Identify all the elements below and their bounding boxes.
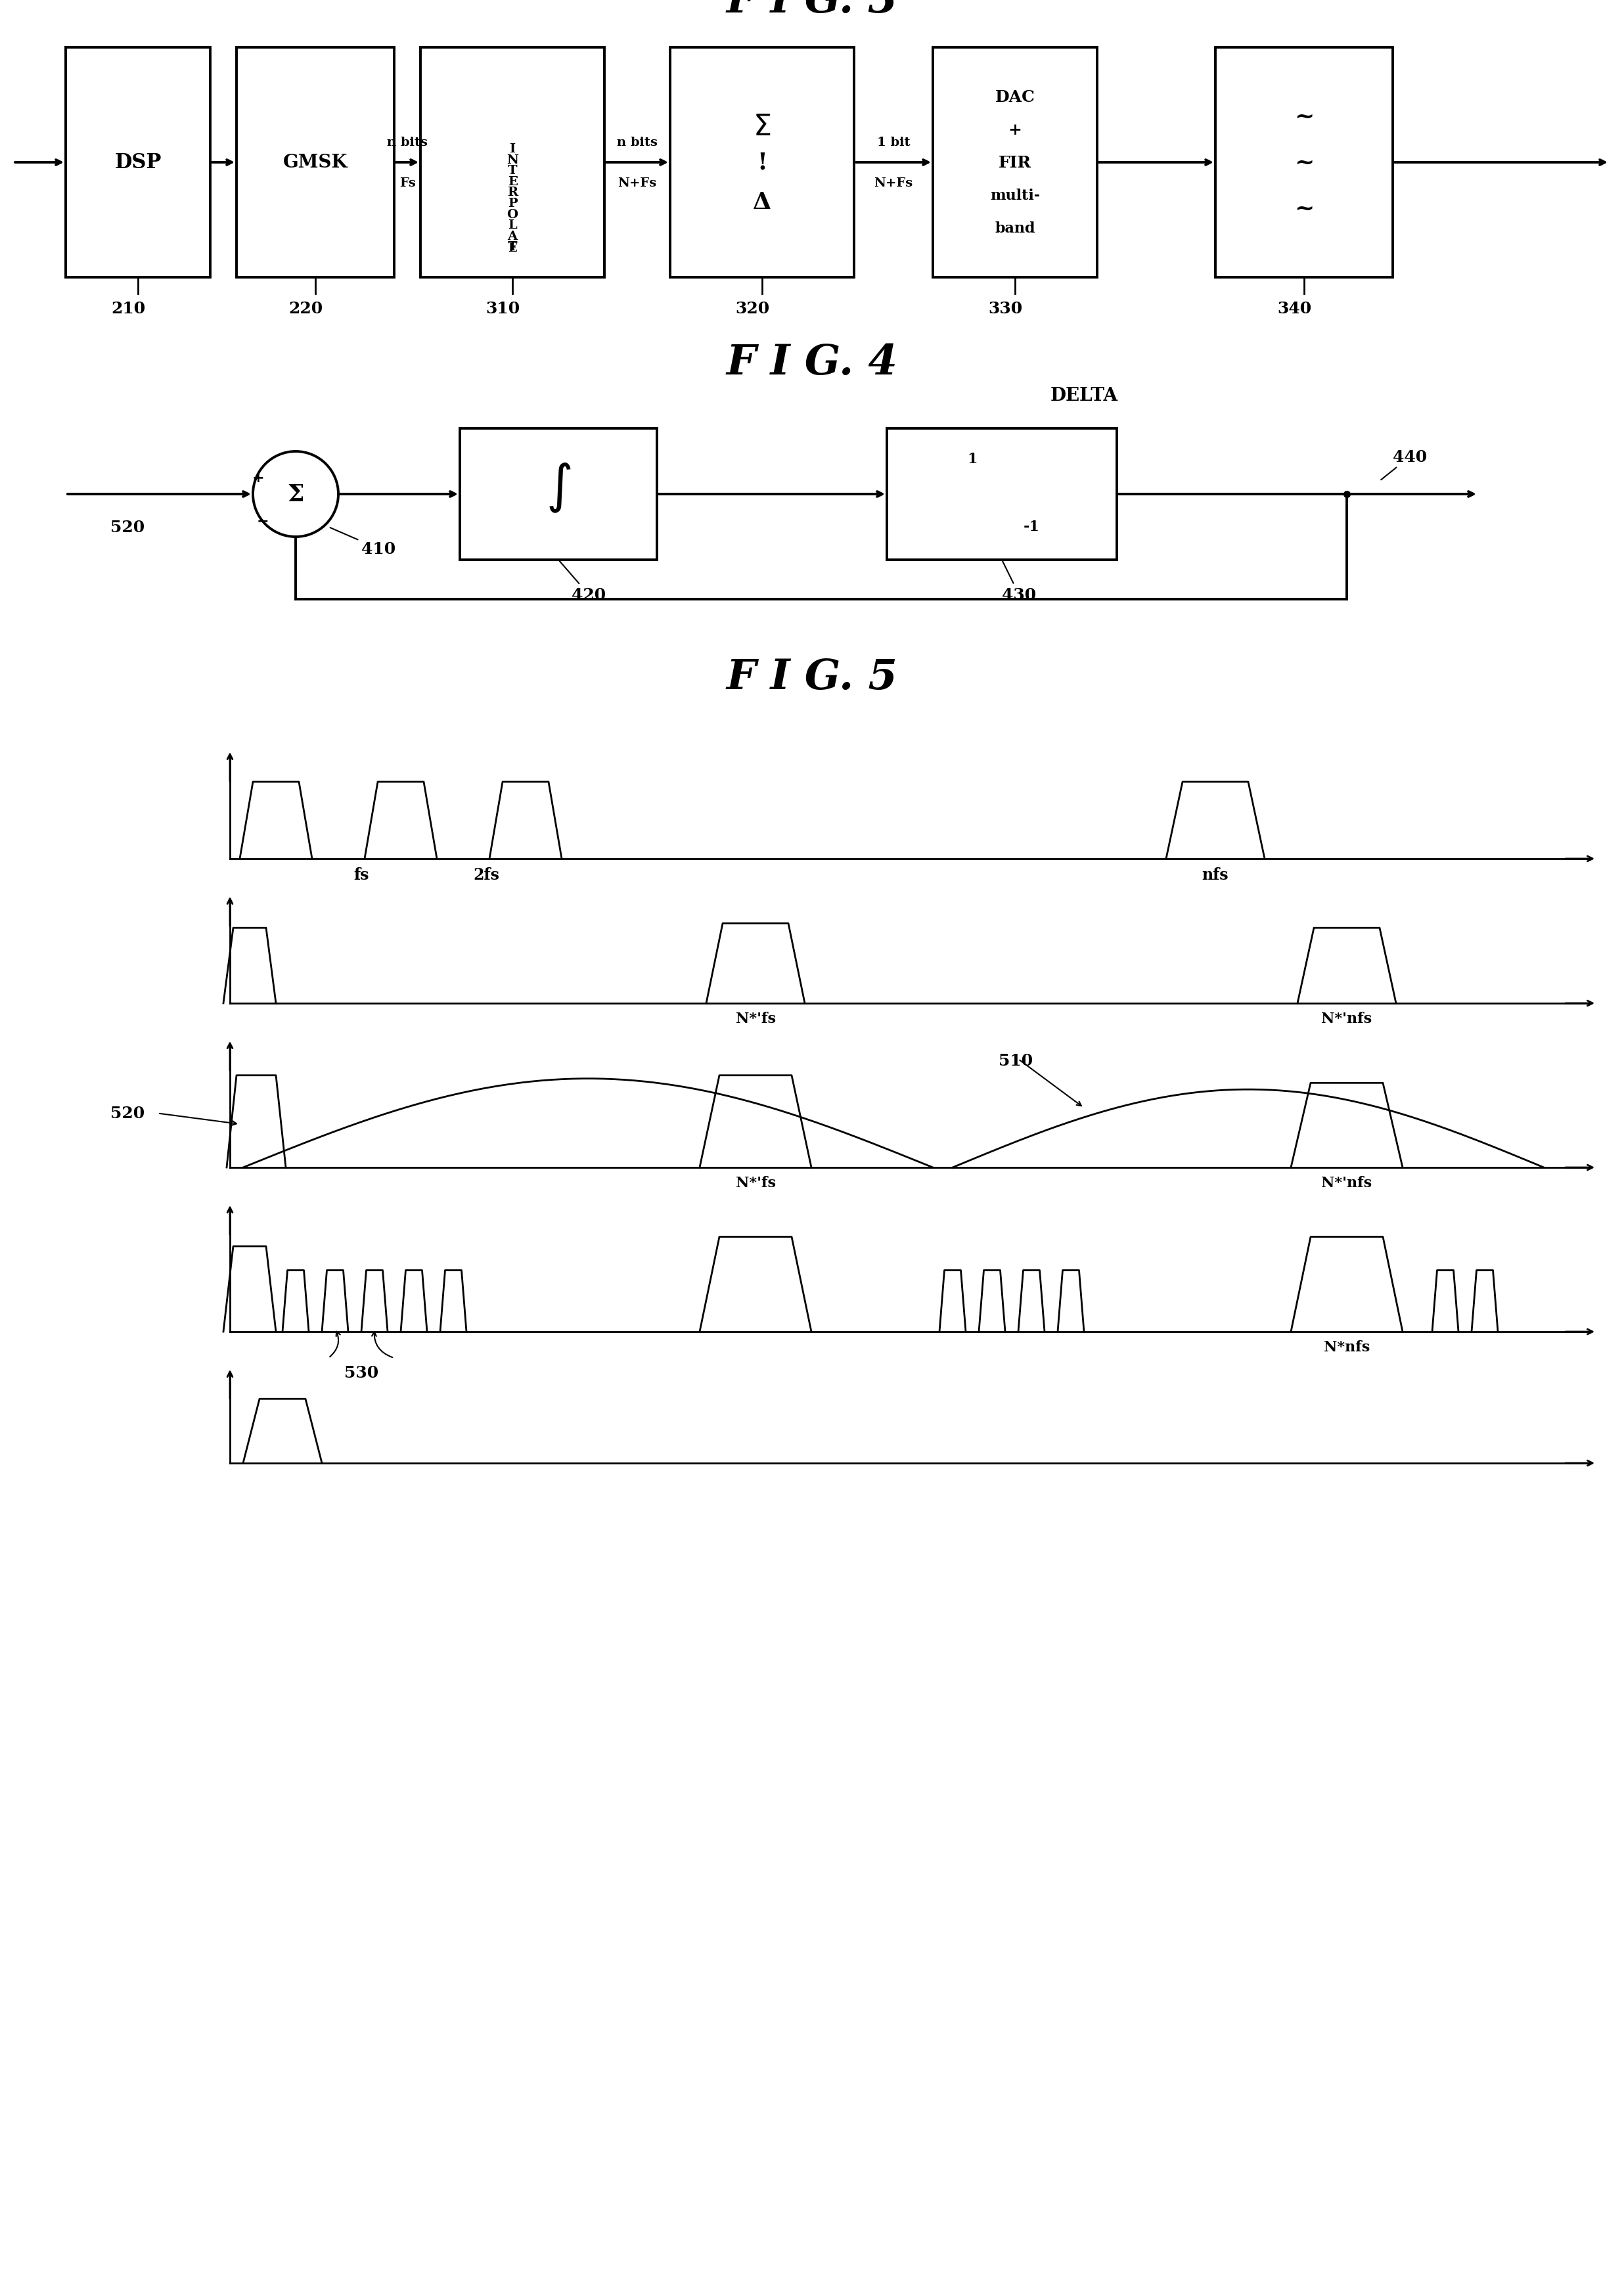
Text: N*'nfs: N*'nfs (1322, 1010, 1372, 1026)
FancyBboxPatch shape (65, 48, 209, 278)
Text: 2fs: 2fs (473, 867, 499, 883)
Text: DSP: DSP (115, 153, 161, 173)
Text: 530: 530 (344, 1364, 378, 1380)
Text: ~: ~ (1294, 153, 1314, 173)
Text: 330: 330 (987, 301, 1021, 317)
FancyBboxPatch shape (421, 48, 604, 278)
Text: 520: 520 (110, 1106, 145, 1122)
Text: 320: 320 (736, 301, 770, 317)
Text: $\Sigma$: $\Sigma$ (754, 112, 771, 141)
FancyBboxPatch shape (460, 429, 658, 561)
Text: 1: 1 (968, 452, 978, 465)
Text: 340: 340 (1276, 301, 1311, 317)
Text: fs: fs (354, 867, 369, 883)
Text: 410: 410 (330, 529, 396, 557)
Text: F I G. 3: F I G. 3 (726, 0, 898, 23)
Text: 430: 430 (1002, 561, 1036, 602)
Text: n bits: n bits (387, 137, 427, 148)
Text: $\int$: $\int$ (546, 461, 572, 516)
Text: N+Fs: N+Fs (617, 178, 656, 189)
Text: 440: 440 (1380, 449, 1427, 481)
Text: N*nfs: N*nfs (1324, 1339, 1369, 1355)
Text: n bits: n bits (617, 137, 658, 148)
FancyBboxPatch shape (887, 429, 1117, 561)
Text: 310: 310 (486, 301, 520, 317)
FancyBboxPatch shape (237, 48, 395, 278)
FancyArrowPatch shape (330, 1332, 339, 1357)
Text: !: ! (757, 153, 767, 173)
Text: N*'nfs: N*'nfs (1322, 1175, 1372, 1191)
FancyBboxPatch shape (671, 48, 854, 278)
Text: +: + (252, 472, 265, 484)
Text: +: + (1009, 123, 1021, 137)
FancyBboxPatch shape (932, 48, 1098, 278)
Text: GMSK: GMSK (283, 155, 348, 171)
Text: DAC: DAC (996, 89, 1034, 105)
FancyArrowPatch shape (372, 1332, 393, 1357)
Text: 220: 220 (289, 301, 323, 317)
Text: −: − (257, 513, 270, 527)
Text: ~: ~ (1294, 198, 1314, 219)
Text: 420: 420 (560, 561, 606, 602)
Text: E: E (508, 242, 516, 253)
Text: 520: 520 (110, 520, 145, 536)
Text: ~: ~ (1294, 105, 1314, 128)
Text: DELTA: DELTA (1051, 388, 1117, 406)
Text: FIR: FIR (999, 155, 1031, 171)
Text: N*'fs: N*'fs (736, 1010, 776, 1026)
Text: 210: 210 (110, 301, 145, 317)
Text: Σ: Σ (287, 484, 304, 506)
Text: Δ: Δ (754, 192, 771, 214)
Text: band: band (996, 221, 1034, 235)
Text: 510: 510 (999, 1054, 1033, 1068)
Text: I
N
T
E
R
P
O
L
A
T: I N T E R P O L A T (507, 144, 518, 253)
Text: F I G. 4: F I G. 4 (726, 342, 898, 383)
Text: N+Fs: N+Fs (874, 178, 913, 189)
Text: multi-: multi- (991, 189, 1039, 203)
FancyBboxPatch shape (1215, 48, 1393, 278)
Text: F I G. 5: F I G. 5 (726, 657, 898, 698)
Text: Fs: Fs (400, 178, 416, 189)
Text: N*'fs: N*'fs (736, 1175, 776, 1191)
Text: nfs: nfs (1202, 867, 1229, 883)
Text: 1 bit: 1 bit (877, 137, 909, 148)
Text: -1: -1 (1023, 520, 1039, 534)
